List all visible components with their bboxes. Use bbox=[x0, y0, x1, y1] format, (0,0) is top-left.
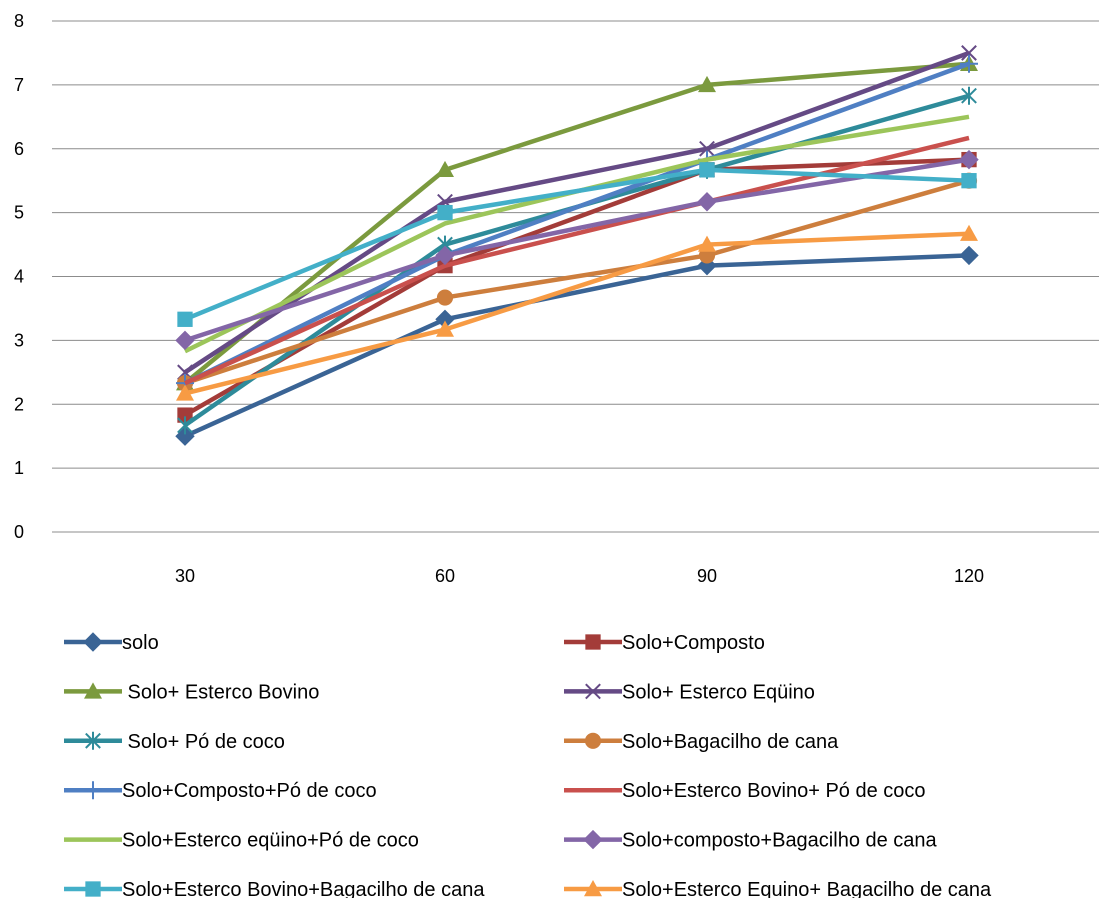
y-tick-label: 7 bbox=[14, 75, 24, 95]
data-point-star bbox=[961, 86, 977, 105]
legend-item: Solo+Esterco Bovino+ Pó de coco bbox=[564, 780, 926, 802]
legend-item: Solo+ Esterco Eqüino bbox=[564, 681, 815, 703]
legend-label: Solo+Esterco Bovino+ Pó de coco bbox=[622, 780, 926, 802]
x-tick-label: 90 bbox=[697, 566, 717, 586]
data-point-x bbox=[961, 45, 977, 61]
legend-item: Solo+Bagacilho de cana bbox=[564, 731, 839, 753]
data-point-triangle bbox=[436, 160, 454, 178]
legend-marker-circle bbox=[584, 732, 602, 749]
legend-marker-star bbox=[85, 731, 101, 750]
y-tick-label: 2 bbox=[14, 394, 24, 414]
y-tick-label: 0 bbox=[14, 522, 24, 542]
series-0 bbox=[175, 245, 979, 446]
data-point-square bbox=[177, 407, 193, 423]
y-tick-label: 8 bbox=[14, 11, 24, 31]
legend-label: Solo+ Esterco Bovino bbox=[122, 681, 319, 703]
legend-marker-diamond bbox=[583, 829, 603, 850]
data-point-triangle bbox=[698, 75, 716, 93]
y-axis-ticks: 0 1 2 3 4 5 6 7 8 bbox=[14, 11, 24, 542]
data-point-square bbox=[177, 311, 193, 327]
data-point-star bbox=[177, 416, 193, 435]
series-line bbox=[184, 178, 970, 386]
data-point-diamond bbox=[175, 426, 195, 446]
data-point-square bbox=[699, 162, 715, 178]
series-line bbox=[184, 253, 970, 439]
y-tick-label: 6 bbox=[14, 139, 24, 159]
legend-item: Solo+composto+Bagacilho de cana bbox=[564, 830, 938, 852]
legend-marker-triangle bbox=[584, 880, 602, 897]
data-point-diamond bbox=[959, 245, 979, 266]
data-point-diamond bbox=[959, 149, 979, 170]
data-point-plus bbox=[960, 54, 978, 73]
data-point-square bbox=[961, 173, 977, 189]
series-group bbox=[175, 45, 979, 446]
series-line bbox=[184, 167, 970, 322]
legend-item: Solo+Composto+Pó de coco bbox=[64, 780, 377, 802]
legend-label: Solo+ Esterco Eqüino bbox=[622, 681, 815, 703]
legend-item: Solo+Composto bbox=[564, 632, 765, 654]
y-tick-label: 3 bbox=[14, 330, 24, 350]
series-line bbox=[184, 231, 970, 396]
legend-label: Solo+Composto+Pó de coco bbox=[122, 780, 377, 802]
legend-item: Solo+ Esterco Bovino bbox=[64, 681, 319, 703]
x-tick-label: 60 bbox=[435, 566, 455, 586]
data-point-x bbox=[699, 140, 715, 157]
legend-marker-triangle bbox=[84, 682, 102, 699]
legend-marker-square bbox=[585, 634, 601, 650]
legend-item: Solo+Esterco Bovino+Bagacilho de cana bbox=[64, 879, 485, 898]
y-tick-label: 1 bbox=[14, 458, 24, 478]
series-line bbox=[183, 61, 970, 385]
legend-marker-diamond bbox=[83, 632, 103, 652]
data-point-triangle bbox=[176, 384, 194, 401]
legend-item: Solo+Esterco Equino+ Bagacilho de cana bbox=[564, 879, 992, 898]
legend-marker-plus bbox=[84, 781, 102, 800]
series-7 bbox=[184, 135, 970, 386]
data-point-triangle bbox=[436, 320, 454, 337]
data-point-square bbox=[437, 204, 453, 221]
legend-item: Solo+ Pó de coco bbox=[64, 731, 285, 753]
data-point-diamond bbox=[175, 330, 195, 351]
legend-label: Solo+Esterco Bovino+Bagacilho de cana bbox=[122, 879, 485, 898]
legend-item: Solo+Esterco eqüino+Pó de coco bbox=[64, 830, 419, 852]
legend-label: Solo+ Pó de coco bbox=[122, 731, 285, 753]
y-tick-label: 5 bbox=[14, 203, 24, 223]
legend-label: solo bbox=[122, 632, 159, 654]
legend-label: Solo+composto+Bagacilho de cana bbox=[622, 830, 938, 852]
legend: solo Solo+Composto Solo+ Esterco Bovino So… bbox=[64, 632, 992, 898]
y-tick-label: 4 bbox=[14, 267, 24, 287]
data-point-circle bbox=[436, 289, 454, 306]
series-10 bbox=[177, 162, 977, 327]
legend-label: Solo+Bagacilho de cana bbox=[622, 731, 839, 753]
legend-label: Solo+Esterco eqüino+Pó de coco bbox=[122, 830, 419, 852]
data-point-triangle bbox=[960, 224, 978, 241]
legend-marker-x bbox=[585, 683, 601, 700]
series-9 bbox=[175, 149, 979, 351]
series-line bbox=[184, 61, 970, 386]
data-point-triangle bbox=[698, 235, 716, 252]
legend-label: Solo+Esterco Equino+ Bagacilho de cana bbox=[622, 879, 992, 898]
data-point-diamond bbox=[697, 192, 717, 212]
legend-marker-square bbox=[85, 881, 101, 897]
series-line bbox=[184, 135, 970, 386]
series-11 bbox=[176, 224, 978, 401]
x-axis-ticks: 30 60 90 120 bbox=[175, 566, 984, 586]
series-6 bbox=[176, 54, 978, 393]
data-point-diamond bbox=[435, 245, 455, 266]
legend-item: solo bbox=[64, 632, 159, 654]
x-tick-label: 120 bbox=[954, 566, 984, 586]
legend-label: Solo+Composto bbox=[622, 632, 765, 654]
series-line bbox=[184, 157, 970, 343]
x-tick-label: 30 bbox=[175, 566, 195, 586]
